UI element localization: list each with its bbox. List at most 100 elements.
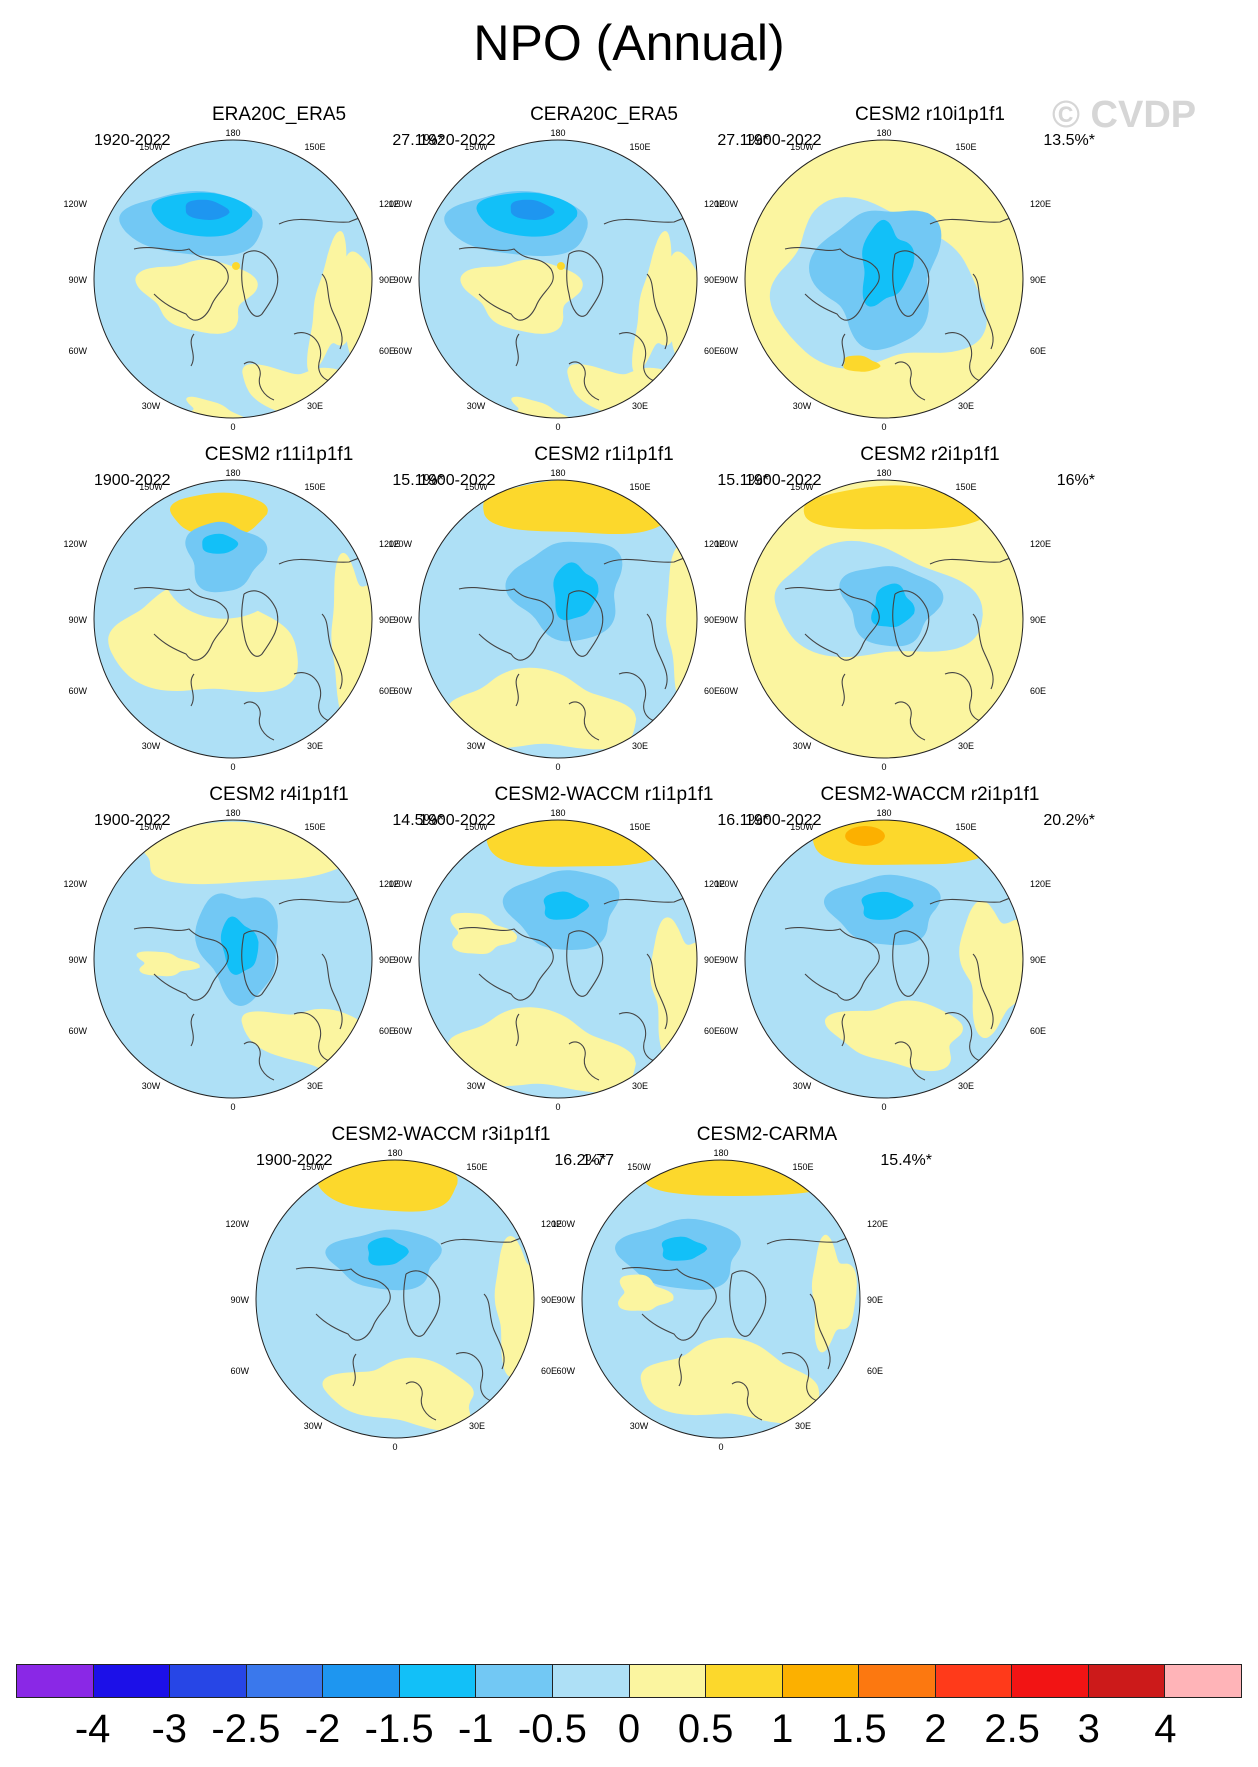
coastline bbox=[784, 587, 880, 661]
coastline bbox=[784, 247, 880, 321]
map-rim bbox=[744, 479, 1024, 759]
anomaly-region bbox=[186, 396, 251, 418]
lon-label: 60W bbox=[230, 1366, 249, 1376]
lon-label: 60W bbox=[719, 346, 738, 356]
lon-label: 30W bbox=[467, 1081, 486, 1091]
polar-map: 180 0 150W 150E 120W 120E 90W 90E 60W 60E 30W 30E bbox=[63, 128, 400, 432]
lon-label: 90E bbox=[541, 1295, 557, 1305]
lon-label: 150W bbox=[139, 482, 163, 492]
panel-title: CESM2-WACCM r3i1p1f1 bbox=[331, 1124, 551, 1145]
anomaly-region bbox=[824, 1000, 963, 1072]
colorbar-tick-label: 0 bbox=[617, 1707, 641, 1751]
lon-label: 30W bbox=[467, 401, 486, 411]
panel-percent: 27.1%* bbox=[392, 132, 444, 149]
lon-label: 90E bbox=[379, 275, 395, 285]
lon-label: 30W bbox=[793, 1081, 812, 1091]
lon-label: 30E bbox=[632, 401, 648, 411]
coastline bbox=[295, 1267, 391, 1341]
lon-label: 60W bbox=[393, 686, 412, 696]
lon-label: 180 bbox=[225, 808, 240, 818]
panel-percent: 16%* bbox=[1056, 472, 1095, 489]
panel-title: CESM2 r11i1p1f1 bbox=[204, 444, 354, 465]
panel-percent: 15.1%* bbox=[392, 472, 444, 489]
panel-percent: 27.1%* bbox=[717, 132, 769, 149]
lon-label: 180 bbox=[876, 468, 891, 478]
panel-period: 1900-2022 bbox=[419, 472, 496, 489]
map-rim bbox=[418, 819, 698, 1099]
panel-period: 1900-2022 bbox=[745, 812, 822, 829]
lon-label: 90W bbox=[556, 1295, 575, 1305]
lon-label: 180 bbox=[225, 128, 240, 138]
lon-label: 120E bbox=[541, 1219, 562, 1229]
panel-title: CESM2 r10i1p1f1 bbox=[855, 104, 1005, 125]
coastline bbox=[568, 1041, 600, 1081]
anomaly-region bbox=[511, 396, 576, 418]
panel-period: 1920-2022 bbox=[419, 132, 496, 149]
coastline bbox=[678, 1353, 683, 1387]
polar-map: 180 0 150W 150E 120W 120E 90W 90E 60W 60E 30W 30E bbox=[388, 808, 725, 1112]
lon-label: 150E bbox=[955, 822, 976, 832]
anomaly-region bbox=[486, 820, 677, 867]
anomaly-region bbox=[862, 219, 915, 307]
coastline bbox=[133, 247, 229, 321]
lon-label: 60E bbox=[541, 1366, 557, 1376]
lon-label: 60E bbox=[379, 1026, 395, 1036]
panel-period: 1900-2022 bbox=[94, 812, 171, 829]
colorbar-tick-label: -0.5 bbox=[517, 1707, 587, 1751]
lon-label: 30W bbox=[793, 401, 812, 411]
coastline bbox=[190, 673, 195, 707]
coastline bbox=[731, 1381, 763, 1421]
coastline bbox=[892, 930, 930, 997]
anomaly-region bbox=[494, 1236, 534, 1377]
lon-label: 120E bbox=[1030, 879, 1051, 889]
colorbar-tick-label: -2.5 bbox=[211, 1707, 281, 1751]
coastline bbox=[892, 590, 930, 657]
lon-label: 60E bbox=[704, 1026, 720, 1036]
lon-label: 90E bbox=[704, 955, 720, 965]
colorbar-box bbox=[170, 1665, 247, 1697]
coastline bbox=[483, 1293, 505, 1370]
lon-label: 60E bbox=[1030, 346, 1046, 356]
lon-label: 150W bbox=[139, 822, 163, 832]
lon-label: 120W bbox=[63, 879, 87, 889]
lon-label: 150E bbox=[466, 1162, 487, 1172]
coastline bbox=[321, 273, 343, 350]
lon-label: 120W bbox=[714, 879, 738, 889]
coastline bbox=[403, 1270, 441, 1337]
colorbar-tick-label: 3 bbox=[1077, 1707, 1100, 1751]
colorbar-box bbox=[399, 1665, 477, 1697]
coastline bbox=[566, 930, 604, 997]
lon-label: 120W bbox=[225, 1219, 249, 1229]
coastline bbox=[405, 1381, 437, 1421]
lon-label: 90W bbox=[719, 615, 738, 625]
lon-label: 150W bbox=[790, 822, 814, 832]
coastline bbox=[515, 333, 520, 367]
lon-label: 90W bbox=[393, 275, 412, 285]
lon-label: 180 bbox=[713, 1148, 728, 1158]
coastline bbox=[841, 1013, 846, 1047]
anomaly-region bbox=[618, 1274, 674, 1311]
lon-label: 150E bbox=[304, 142, 325, 152]
colorbar-box bbox=[782, 1665, 860, 1697]
polar-map: 180 0 150W 150E 120W 120E 90W 90E 60W 60E 30W 30E bbox=[63, 808, 400, 1112]
map-panel: CESM2-WACCM r2i1p1f1 1900-2022 20.2%* 18… bbox=[714, 784, 1115, 1174]
lon-label: 60E bbox=[1030, 686, 1046, 696]
coastline bbox=[621, 1267, 717, 1341]
map-rim bbox=[744, 819, 1024, 1099]
polar-map: 180 0 150W 150E 120W 120E 90W 90E 60W 60E 30W 30E bbox=[551, 1148, 888, 1452]
coastline bbox=[243, 1041, 275, 1081]
colorbar-box bbox=[629, 1665, 707, 1697]
lon-label: 90W bbox=[68, 615, 87, 625]
anomaly-region bbox=[845, 826, 885, 846]
anomaly-region bbox=[667, 251, 697, 418]
coastline bbox=[352, 1353, 357, 1387]
coastline bbox=[241, 930, 279, 997]
anomaly-region bbox=[661, 1236, 708, 1261]
map-panel: ERA20C_ERA5 1920-2022 27.1%* 180 0 150W 150… bbox=[63, 104, 464, 494]
lon-label: 0 bbox=[230, 422, 235, 432]
anomaly-region bbox=[460, 259, 583, 334]
coastline bbox=[241, 250, 279, 317]
lon-label: 90E bbox=[704, 275, 720, 285]
lon-label: 90W bbox=[68, 955, 87, 965]
lon-label: 120E bbox=[704, 539, 725, 549]
